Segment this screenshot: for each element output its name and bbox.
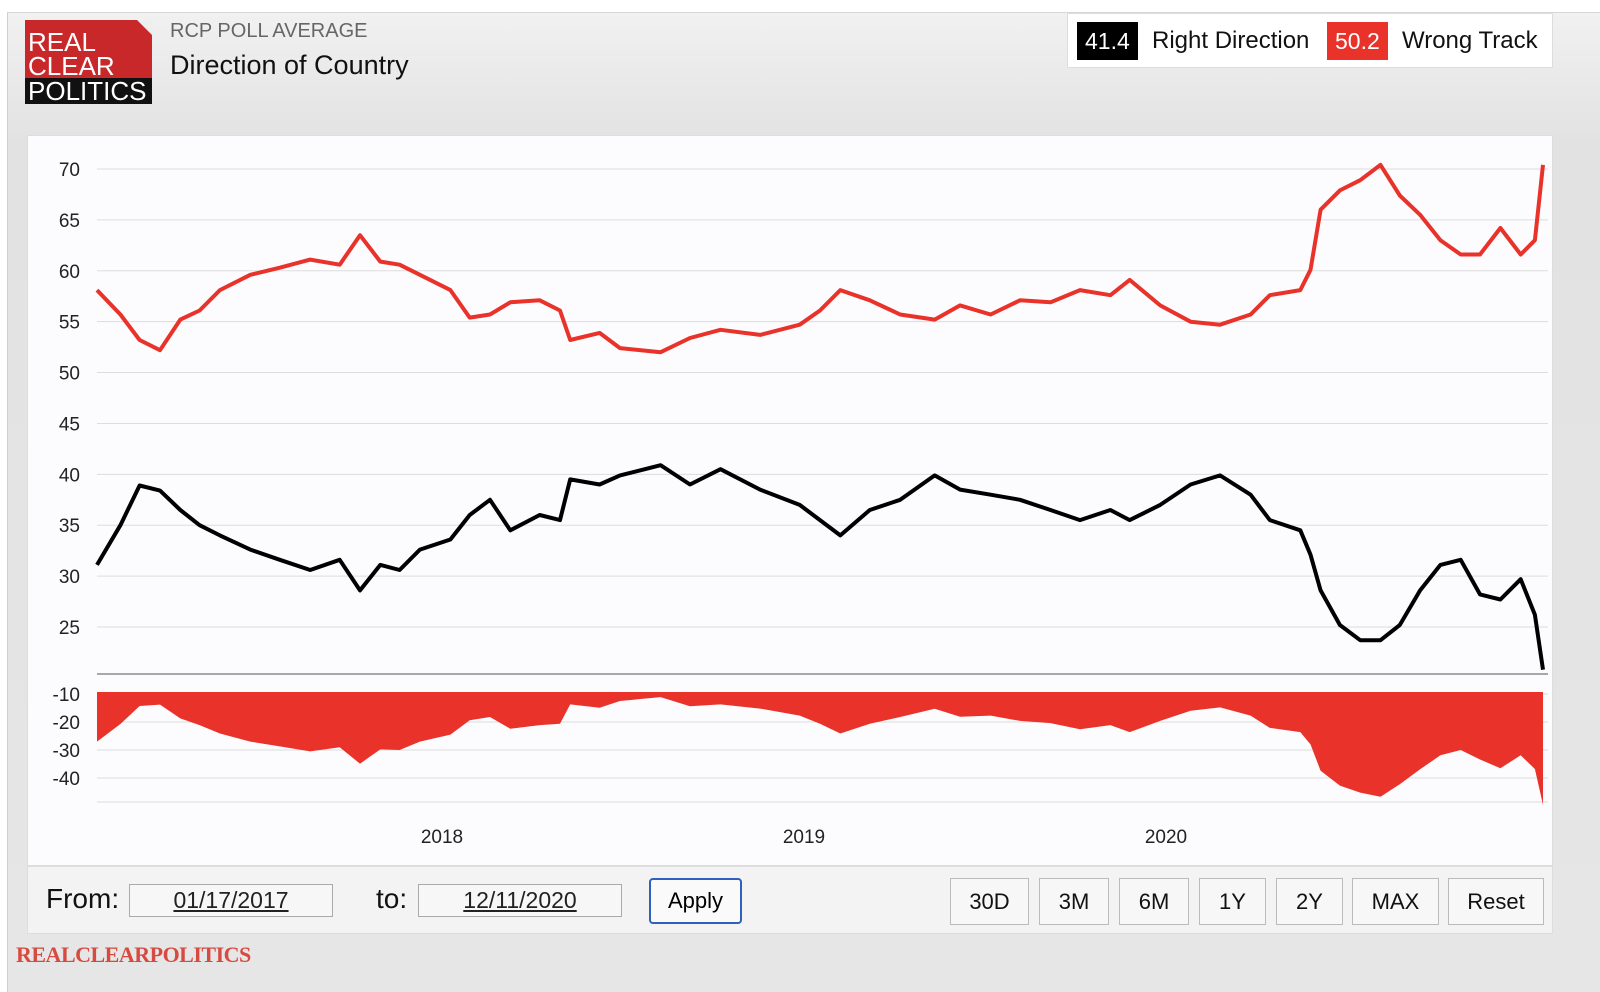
- range-max-button[interactable]: MAX: [1352, 878, 1439, 925]
- from-label: From:: [46, 883, 120, 914]
- y-tick-label: 70: [59, 160, 80, 181]
- svg-text:REAL: REAL: [28, 27, 96, 57]
- y-tick-label: 50: [59, 364, 80, 385]
- range-1y-button[interactable]: 1Y: [1199, 878, 1266, 925]
- chart-title: Direction of Country: [170, 50, 409, 80]
- to-label: to:: [376, 883, 408, 914]
- x-tick-label: 2018: [421, 827, 463, 848]
- legend-right-label: Right Direction: [1152, 27, 1310, 54]
- wrong-track-line: [95, 162, 1545, 355]
- legend: 41.4 Right Direction 50.2 Wrong Track: [1067, 13, 1553, 68]
- y-tick-label: 55: [59, 313, 80, 334]
- spread-y-tick-label: -20: [53, 713, 80, 734]
- apply-button[interactable]: Apply: [649, 878, 742, 924]
- y-tick-label: 30: [59, 567, 80, 588]
- range-6m-button[interactable]: 6M: [1119, 878, 1189, 925]
- svg-text:CLEAR: CLEAR: [28, 51, 115, 81]
- date-controls: From: 01/17/2017 to: 12/11/2020 Apply 30…: [27, 866, 1553, 934]
- to-date-input[interactable]: 12/11/2020: [418, 884, 622, 917]
- svg-text:POLITICS: POLITICS: [28, 76, 146, 104]
- spread-area: [97, 692, 1543, 805]
- x-tick-label: 2020: [1145, 827, 1187, 848]
- footer-brand: REALCLEARPOLITICS: [16, 942, 251, 967]
- y-tick-label: 60: [59, 262, 80, 283]
- legend-right-value: 41.4: [1077, 22, 1138, 60]
- legend-wrong-label: Wrong Track: [1402, 27, 1538, 54]
- y-tick-label: 40: [59, 465, 80, 486]
- spread-y-tick-label: -10: [53, 685, 80, 706]
- right-direction-line: [95, 463, 1545, 670]
- y-tick-label: 45: [59, 414, 80, 435]
- spread-y-tick-label: -40: [53, 769, 80, 790]
- spread-y-tick-label: -30: [53, 741, 80, 762]
- from-date-input[interactable]: 01/17/2017: [129, 884, 333, 917]
- y-tick-label: 35: [59, 516, 80, 537]
- y-tick-label: 25: [59, 618, 80, 639]
- y-tick-label: 65: [59, 211, 80, 232]
- rcp-logo: REAL CLEAR POLITICS: [25, 20, 152, 104]
- range-3m-button[interactable]: 3M: [1039, 878, 1109, 925]
- reset-button[interactable]: Reset: [1448, 878, 1544, 925]
- range-2y-button[interactable]: 2Y: [1276, 878, 1343, 925]
- legend-wrong-value: 50.2: [1327, 22, 1388, 60]
- x-tick-label: 2019: [783, 827, 825, 848]
- range-30d-button[interactable]: 30D: [950, 878, 1029, 925]
- chart-subtitle: RCP POLL AVERAGE: [170, 20, 368, 42]
